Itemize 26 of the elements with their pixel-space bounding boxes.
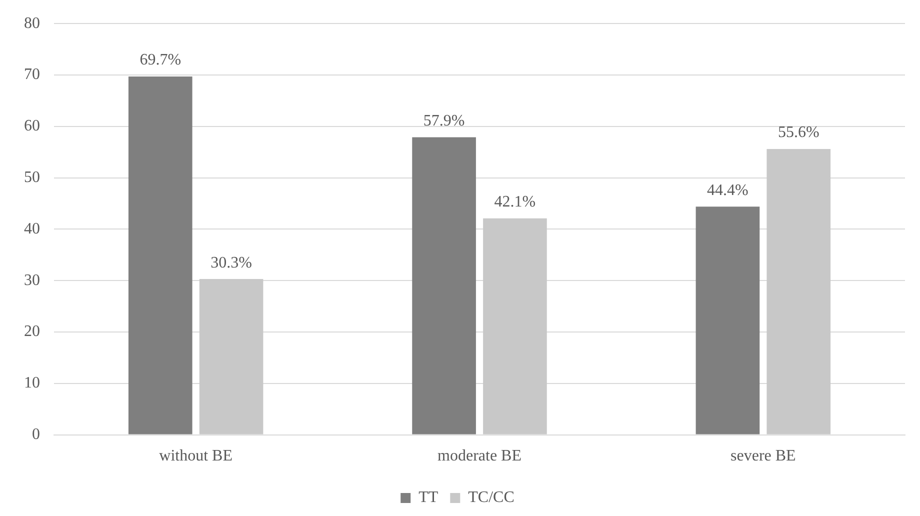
bar [199,279,264,434]
y-tick-label: 60 [24,118,40,135]
y-tick-label: 10 [24,374,40,392]
y-tick-label: 40 [24,220,40,238]
data-label: 55.6% [778,124,820,142]
y-tick-label: 80 [24,14,40,32]
y-tick-label: 30 [24,272,40,289]
bar [128,76,192,434]
x-tick-label: without BE [159,448,233,465]
data-label: 44.4% [707,182,748,199]
bar [483,218,547,434]
y-tick-label: 0 [32,426,40,444]
bar [766,149,831,434]
y-tick-label: 20 [24,323,40,340]
legend-label: TT [418,489,438,506]
y-tick-label: 50 [24,169,40,186]
data-label: 69.7% [140,52,182,69]
legend-label: TC/CC [468,489,514,506]
bar [412,137,476,434]
x-tick-label: moderate BE [438,448,522,465]
data-label: 42.1% [494,194,536,211]
y-tick-label: 70 [24,66,40,84]
data-label: 57.9% [423,112,465,130]
x-tick-label: severe BE [730,448,796,465]
bar [696,206,760,434]
data-label: 30.3% [210,254,252,272]
